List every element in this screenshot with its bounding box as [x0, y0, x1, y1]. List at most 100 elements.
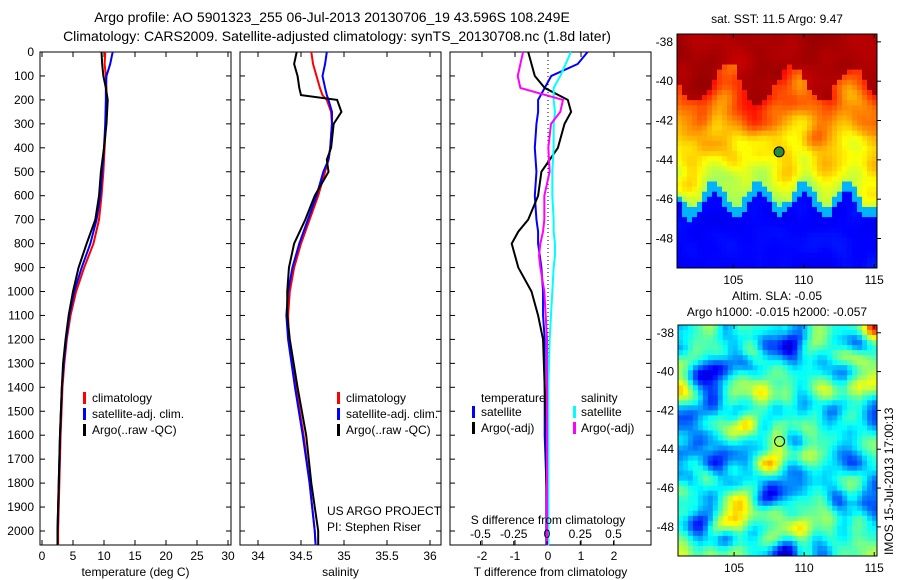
map-cell	[792, 120, 798, 126]
map-cell	[678, 535, 684, 542]
y-tick-label: 1400	[7, 380, 34, 394]
map-cell	[678, 550, 684, 557]
map-cell	[777, 440, 783, 446]
map-cell	[747, 212, 753, 218]
map-cell	[717, 385, 724, 391]
map-cell	[777, 181, 783, 188]
map-cell	[787, 430, 793, 436]
map-cell	[682, 330, 689, 336]
map-cell	[692, 360, 699, 366]
y-tick-label: 1000	[7, 285, 34, 299]
map-cell	[852, 54, 858, 60]
map-cell	[732, 130, 738, 137]
map-cell	[802, 196, 808, 203]
map-cell	[832, 171, 838, 177]
map-cell	[682, 176, 688, 182]
map-cell	[842, 145, 848, 152]
map-cell	[712, 186, 718, 193]
map-cell	[787, 500, 793, 507]
map-cell	[702, 440, 709, 446]
map-cell	[837, 54, 843, 60]
map-cell	[772, 415, 778, 421]
map-cell	[762, 140, 768, 147]
map-cell	[807, 242, 813, 249]
map-cell	[742, 120, 748, 126]
map-cell	[847, 74, 853, 81]
map-cell	[862, 330, 868, 336]
map-cell	[678, 365, 684, 371]
map-cell	[687, 545, 694, 552]
map-cell	[787, 237, 793, 243]
map-cell	[802, 330, 808, 336]
map-cell	[682, 54, 688, 60]
map-cell	[862, 340, 868, 346]
map-cell	[747, 475, 754, 482]
map-cell	[837, 145, 843, 152]
map-cell	[702, 237, 708, 243]
map-cell	[697, 550, 704, 557]
map-cell	[822, 345, 828, 351]
map-cell	[762, 227, 768, 233]
map-cell	[807, 455, 813, 461]
map-cell	[772, 475, 778, 482]
map-cell	[817, 100, 823, 106]
map-cell	[797, 535, 803, 542]
map-cell	[702, 540, 709, 547]
map-cell	[747, 79, 753, 86]
map-cell	[737, 370, 744, 376]
map-cell	[767, 242, 773, 249]
x2-tick-label: 0.5	[605, 527, 622, 541]
map-cell	[802, 515, 808, 522]
map-cell	[747, 64, 753, 71]
map-cell	[847, 84, 853, 91]
map-cell	[717, 475, 724, 482]
map-cell	[832, 39, 838, 45]
map-cell	[817, 186, 823, 193]
map-cell	[717, 390, 724, 396]
map-cell	[772, 400, 778, 406]
map-cell	[817, 212, 823, 218]
map-cell	[722, 430, 729, 436]
map-cell	[832, 196, 838, 203]
map-cell	[847, 151, 853, 157]
map-cell	[787, 440, 793, 446]
map-cell	[687, 135, 693, 142]
map-cell	[678, 520, 684, 527]
map-cell	[827, 227, 833, 233]
map-cell	[677, 34, 683, 40]
map-cell	[792, 196, 798, 203]
map-cell	[797, 44, 803, 50]
map-cell	[852, 212, 858, 218]
map-cell	[817, 345, 823, 351]
map-cell	[747, 335, 754, 341]
map-cell	[712, 525, 719, 532]
map-cell	[747, 196, 753, 203]
map-cell	[682, 222, 688, 228]
pi-label: PI: Stephen Riser	[327, 520, 421, 534]
map-cell	[862, 485, 868, 492]
map-cell	[807, 525, 813, 532]
map-cell	[697, 350, 704, 356]
map-cell	[867, 110, 873, 116]
map-cell	[722, 89, 728, 96]
map-cell	[702, 201, 708, 208]
map-cell	[827, 212, 833, 218]
map-cell	[832, 54, 838, 60]
map-cell	[677, 105, 683, 111]
map-cell	[842, 95, 848, 101]
y-tick-label: 1800	[7, 476, 34, 490]
map-cell	[717, 140, 723, 147]
map-cell	[757, 415, 763, 421]
map-cell	[812, 252, 818, 259]
map-cell	[852, 500, 858, 507]
map-cell	[872, 430, 878, 436]
map-cell	[867, 125, 873, 132]
map-cell	[797, 237, 803, 243]
map-cell	[762, 480, 768, 487]
map-cell	[777, 375, 783, 381]
map-cell	[787, 125, 793, 132]
map-cell	[807, 34, 813, 40]
map-cell	[867, 520, 873, 527]
map-cell	[852, 340, 858, 346]
map-cell	[727, 59, 733, 65]
